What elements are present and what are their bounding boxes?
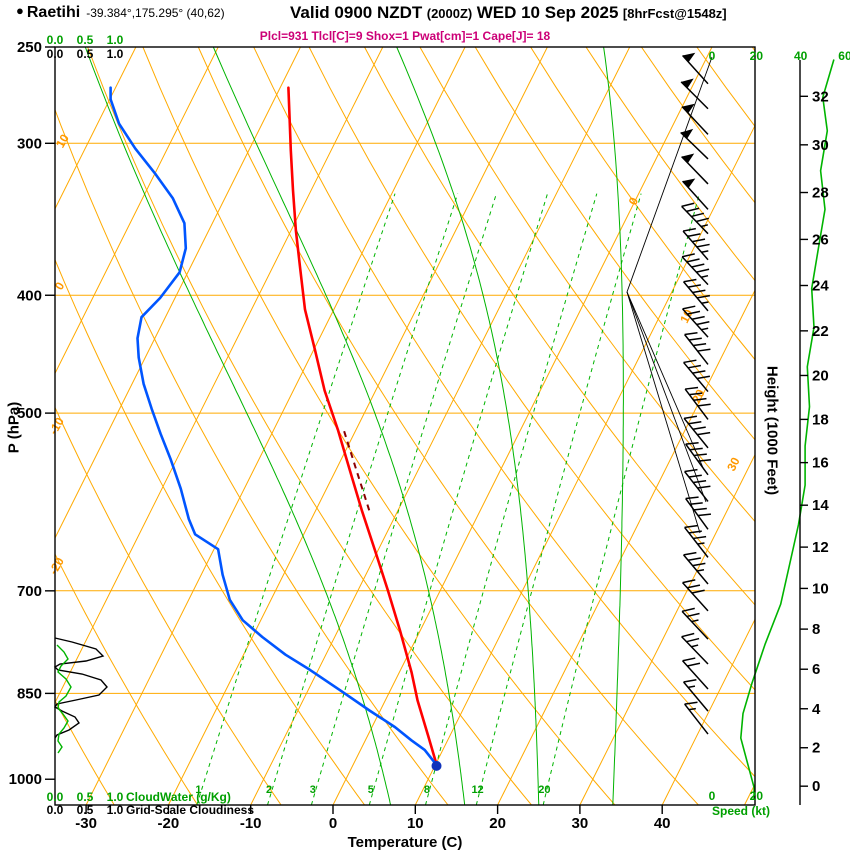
valid-time: Valid 0900 NZDT	[290, 3, 423, 22]
pressure-axis-label: P (hPa)	[5, 401, 23, 454]
temperature-curve	[287, 86, 439, 767]
svg-text:8: 8	[812, 621, 820, 638]
svg-text:-20: -20	[158, 815, 180, 832]
svg-text:1: 1	[195, 784, 201, 796]
svg-text:1.0: 1.0	[107, 33, 124, 47]
svg-text:40: 40	[654, 815, 671, 832]
svg-text:1.0: 1.0	[107, 803, 124, 817]
svg-text:250: 250	[17, 39, 42, 56]
moisture-grid: 1 2 3 5 8 12 20	[84, 47, 700, 805]
svg-text:0: 0	[709, 789, 716, 803]
forecast-run: [8hrFcst@1548z]	[622, 6, 727, 21]
svg-text:28: 28	[812, 185, 829, 202]
svg-text:0.0: 0.0	[47, 790, 64, 804]
valid-time-utc: (2000Z)	[426, 6, 473, 21]
svg-text:10: 10	[407, 815, 424, 832]
cloudiness-label: Grid-Scale Cloudiness	[126, 803, 255, 817]
wind-shear-lines	[626, 56, 713, 534]
svg-text:26: 26	[812, 231, 829, 248]
height-axis-label: Height (1000 Feet)	[763, 365, 781, 496]
svg-text:4: 4	[812, 701, 821, 718]
svg-text:12: 12	[812, 539, 829, 556]
svg-text:14: 14	[812, 497, 829, 514]
wind-speed-curve	[739, 59, 835, 799]
svg-text:-10: -10	[46, 415, 67, 437]
title-bar: ● Raetihi -39.384°,175.295° (40,62)	[16, 3, 225, 22]
svg-text:0.0: 0.0	[47, 47, 64, 61]
svg-text:400: 400	[17, 287, 42, 304]
svg-text:8: 8	[424, 784, 430, 796]
svg-text:20: 20	[750, 49, 764, 63]
svg-text:2: 2	[812, 740, 820, 757]
svg-text:60: 60	[838, 49, 850, 63]
svg-text:-20: -20	[46, 555, 67, 577]
svg-text:-10: -10	[240, 815, 262, 832]
svg-text:5: 5	[368, 784, 374, 796]
valid-time-line: Valid 0900 NZDT (2000Z) WED 10 Sep 2025 …	[290, 3, 727, 23]
svg-text:0: 0	[52, 279, 68, 292]
surface-point-marker	[431, 760, 442, 771]
cloud-profiles	[53, 637, 108, 754]
svg-text:0.0: 0.0	[47, 33, 64, 47]
svg-text:0: 0	[626, 195, 642, 208]
svg-text:1.0: 1.0	[107, 790, 124, 804]
svg-text:40: 40	[794, 49, 808, 63]
svg-text:18: 18	[812, 411, 829, 428]
svg-text:22: 22	[812, 323, 829, 340]
svg-text:24: 24	[812, 278, 829, 295]
svg-text:10: 10	[53, 131, 72, 150]
speed-axis-label: Speed (kt)	[711, 804, 770, 818]
svg-text:32: 32	[812, 88, 829, 105]
svg-text:0.0: 0.0	[47, 803, 64, 817]
svg-text:30: 30	[812, 137, 829, 154]
svg-text:10: 10	[812, 580, 829, 597]
sounding-parameters: Plcl=931 Tlcl[C]=9 Shox=1 Pwat[cm]=1 Cap…	[259, 29, 551, 43]
dewpoint-curve	[109, 86, 442, 771]
svg-text:0.5: 0.5	[77, 33, 94, 47]
svg-text:300: 300	[17, 135, 42, 152]
svg-text:10: 10	[677, 307, 696, 326]
svg-text:700: 700	[17, 583, 42, 600]
svg-text:20: 20	[538, 784, 550, 796]
svg-text:1000: 1000	[9, 771, 42, 788]
svg-text:20: 20	[750, 789, 764, 803]
svg-text:2: 2	[266, 784, 272, 796]
svg-text:6: 6	[812, 661, 820, 678]
svg-text:0: 0	[329, 815, 337, 832]
svg-text:0.5: 0.5	[77, 47, 94, 61]
background-grid	[55, 47, 755, 805]
svg-text:3: 3	[310, 784, 316, 796]
station-name: Raetihi	[26, 4, 81, 21]
svg-text:0: 0	[709, 49, 716, 63]
cloudwater-label: CloudWater (g/Kg)	[126, 790, 231, 804]
station-coords: -39.384°,175.295° (40,62)	[86, 6, 225, 20]
svg-text:1.0: 1.0	[107, 47, 124, 61]
svg-text:20: 20	[489, 815, 506, 832]
valid-date: WED 10 Sep 2025	[476, 3, 619, 22]
plot-frame	[54, 46, 756, 806]
svg-text:30: 30	[724, 455, 743, 474]
svg-text:0.5: 0.5	[77, 803, 94, 817]
svg-text:850: 850	[17, 685, 42, 702]
svg-text:16: 16	[812, 455, 829, 472]
svg-text:0: 0	[812, 778, 820, 795]
svg-text:12: 12	[471, 784, 483, 796]
svg-text:-30: -30	[75, 815, 97, 832]
svg-text:0.5: 0.5	[77, 790, 94, 804]
svg-text:500: 500	[17, 405, 42, 422]
temperature-axis-label: Temperature (C)	[347, 834, 463, 851]
svg-text:20: 20	[812, 367, 829, 384]
wind-barbs	[680, 52, 712, 735]
svg-text:30: 30	[572, 815, 589, 832]
station-bullet-icon: ●	[16, 3, 24, 18]
